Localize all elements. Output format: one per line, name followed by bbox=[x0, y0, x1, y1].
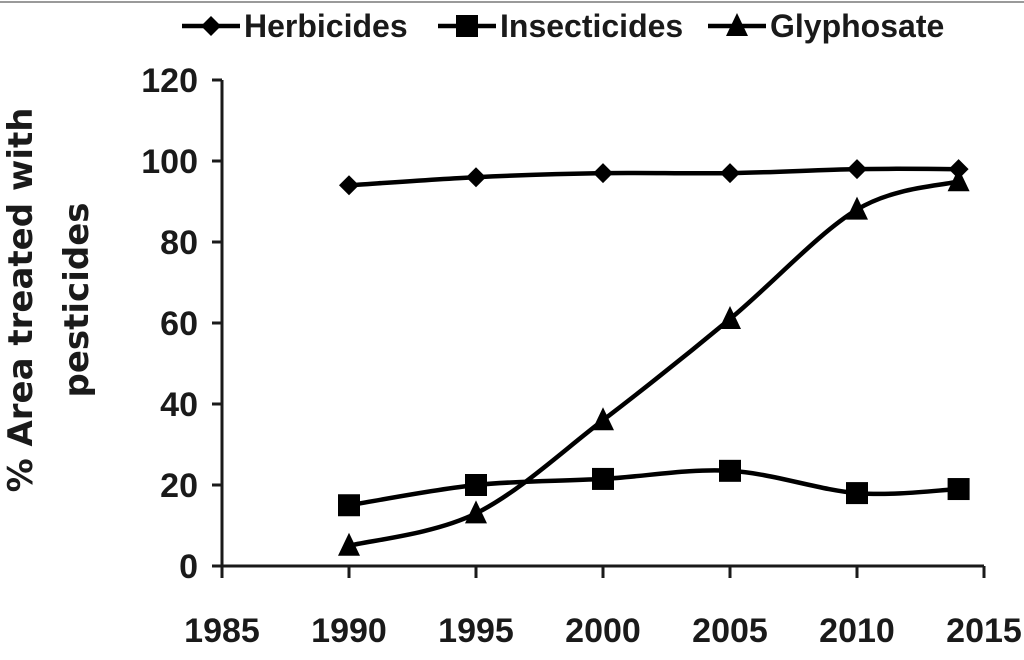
y-axis-title-line-1: % Area treated with bbox=[1, 108, 41, 493]
glyphosate-point bbox=[338, 532, 360, 556]
y-tick-label: 60 bbox=[160, 305, 198, 343]
insecticides-point bbox=[338, 494, 360, 517]
insecticides-point bbox=[719, 459, 741, 482]
legend-item-insecticides: Insecticides bbox=[438, 8, 683, 44]
legend-item-glyphosate: Glyphosate bbox=[708, 8, 944, 44]
y-tick-label: 100 bbox=[141, 143, 198, 181]
herbicides-point bbox=[466, 167, 486, 188]
herbicides-point bbox=[593, 163, 613, 184]
x-tick-label: 2015 bbox=[946, 612, 1022, 650]
x-tick-label: 2000 bbox=[565, 612, 641, 650]
glyphosate-point bbox=[592, 407, 614, 431]
y-tick-label: 40 bbox=[160, 386, 198, 424]
legend: Herbicides Insecticides Glyphosate bbox=[182, 8, 944, 44]
legend-marker bbox=[456, 15, 478, 37]
axes: 0 20 40 60 80 100 120 1985 1990 1995 2000 2005 2010 2… bbox=[141, 62, 1022, 650]
plot-area bbox=[338, 159, 970, 556]
glyphosate-point bbox=[465, 500, 487, 524]
y-tick-label: 120 bbox=[141, 62, 198, 100]
glyphosate-point bbox=[846, 196, 868, 220]
legend-label: Glyphosate bbox=[770, 8, 944, 44]
x-tick-label: 2005 bbox=[692, 612, 768, 650]
legend-item-herbicides: Herbicides bbox=[182, 8, 408, 44]
insecticides-point bbox=[846, 482, 868, 505]
y-tick-label: 20 bbox=[160, 467, 198, 505]
legend-marker bbox=[201, 16, 221, 36]
x-tick-label: 1995 bbox=[438, 612, 514, 650]
insecticides-point bbox=[465, 474, 487, 496]
legend-marker bbox=[726, 13, 748, 36]
herbicides-point bbox=[847, 159, 867, 180]
x-tick-label: 1985 bbox=[184, 612, 260, 650]
insecticides-point bbox=[592, 467, 614, 490]
herbicides-point bbox=[720, 163, 740, 184]
x-tick-label: 1990 bbox=[311, 612, 387, 650]
glyphosate-series bbox=[338, 168, 970, 556]
herbicides-point bbox=[339, 175, 359, 196]
insecticides-point bbox=[947, 478, 970, 501]
y-tick-label: 80 bbox=[160, 224, 198, 262]
glyphosate-point bbox=[947, 168, 970, 192]
insecticides-series bbox=[338, 459, 970, 517]
legend-label: Herbicides bbox=[244, 8, 408, 44]
legend-label: Insecticides bbox=[500, 8, 683, 44]
glyphosate-point bbox=[719, 305, 741, 329]
y-axis-title-line-2: pesticides bbox=[57, 203, 97, 398]
y-tick-label: 0 bbox=[179, 548, 198, 586]
x-tick-label: 2010 bbox=[819, 612, 895, 650]
herbicides-series bbox=[339, 159, 969, 196]
